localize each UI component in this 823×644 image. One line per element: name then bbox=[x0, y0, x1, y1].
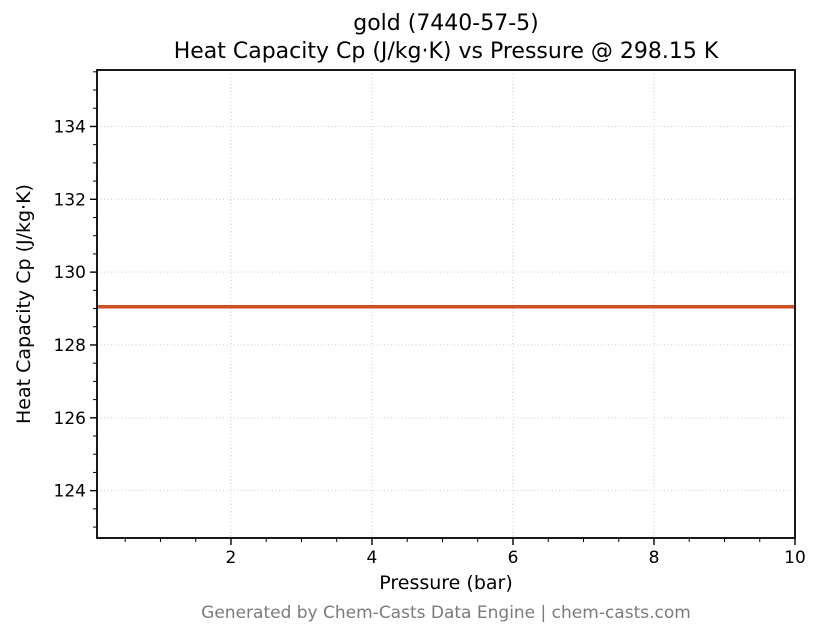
svg-text:132: 132 bbox=[54, 190, 86, 210]
svg-text:126: 126 bbox=[54, 409, 86, 429]
svg-text:134: 134 bbox=[54, 117, 86, 137]
svg-text:8: 8 bbox=[649, 548, 660, 568]
chart-title-line1: gold (7440-57-5) bbox=[353, 11, 539, 36]
chart-title: gold (7440-57-5) Heat Capacity Cp (J/kg·… bbox=[97, 10, 795, 66]
svg-text:10: 10 bbox=[784, 548, 806, 568]
svg-text:4: 4 bbox=[367, 548, 378, 568]
svg-text:124: 124 bbox=[54, 482, 86, 502]
x-axis-label: Pressure (bar) bbox=[379, 572, 513, 594]
svg-text:6: 6 bbox=[508, 548, 519, 568]
svg-text:130: 130 bbox=[54, 263, 86, 283]
footer-credit: Generated by Chem-Casts Data Engine | ch… bbox=[201, 603, 691, 623]
svg-text:128: 128 bbox=[54, 336, 86, 356]
y-axis-label: Heat Capacity Cp (J/kg·K) bbox=[13, 184, 35, 424]
svg-text:2: 2 bbox=[226, 548, 237, 568]
chart-title-line2: Heat Capacity Cp (J/kg·K) vs Pressure @ … bbox=[173, 39, 719, 64]
